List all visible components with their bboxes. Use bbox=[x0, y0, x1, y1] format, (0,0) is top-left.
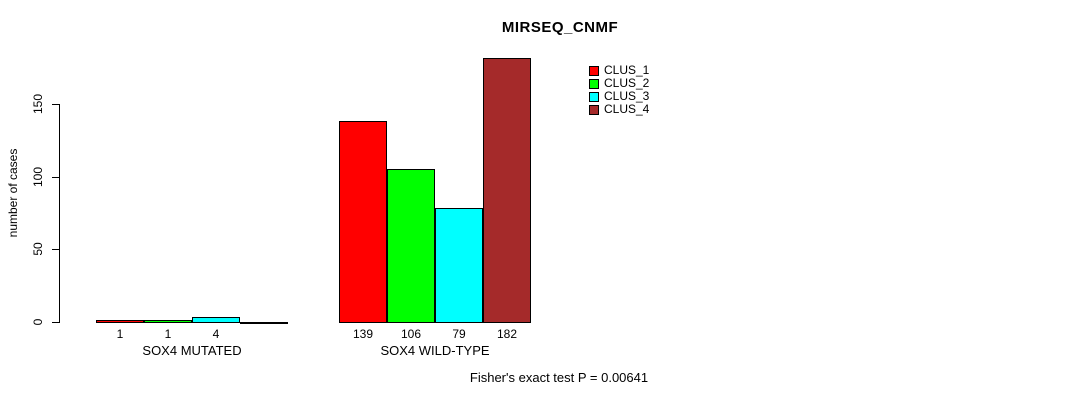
legend: CLUS_1 CLUS_2 CLUS_3 CLUS_4 bbox=[589, 63, 650, 116]
bar-clus_4 bbox=[240, 322, 288, 324]
legend-item: CLUS_4 bbox=[589, 102, 650, 116]
bar-value-label: 139 bbox=[352, 327, 374, 341]
y-tick-label: 50 bbox=[31, 242, 45, 256]
legend-swatch-clus_3 bbox=[589, 91, 599, 102]
legend-swatch-clus_1 bbox=[589, 65, 599, 76]
bar-clus_2 bbox=[144, 320, 192, 323]
bar-clus_1 bbox=[96, 320, 144, 323]
legend-label: CLUS_1 bbox=[604, 63, 650, 77]
bar-clus_3 bbox=[192, 317, 240, 323]
bar-clus_4 bbox=[483, 58, 531, 323]
bar-clus_2 bbox=[387, 169, 435, 323]
y-tick-label: 0 bbox=[31, 318, 45, 326]
bar-clus_1 bbox=[339, 121, 387, 323]
bar-value-label: 182 bbox=[496, 327, 518, 341]
y-tick-mark bbox=[52, 104, 59, 105]
y-tick-mark bbox=[52, 249, 59, 250]
y-tick-label: 100 bbox=[31, 166, 45, 188]
legend-item: CLUS_3 bbox=[589, 89, 650, 103]
y-tick-mark bbox=[52, 177, 59, 178]
y-tick-mark bbox=[52, 322, 59, 323]
bar-value-label: 1 bbox=[116, 327, 124, 341]
group-label: SOX4 WILD-TYPE bbox=[380, 343, 490, 358]
chart-title: MIRSEQ_CNMF bbox=[501, 19, 619, 36]
bar-value-label: 1 bbox=[164, 327, 172, 341]
legend-item: CLUS_1 bbox=[589, 63, 650, 77]
legend-label: CLUS_4 bbox=[604, 102, 650, 116]
fisher-test-annotation: Fisher's exact test P = 0.00641 bbox=[469, 370, 649, 385]
bar-value-label: 4 bbox=[212, 327, 220, 341]
legend-item: CLUS_2 bbox=[589, 76, 650, 90]
y-axis-title: number of cases bbox=[6, 148, 20, 238]
legend-swatch-clus_4 bbox=[589, 104, 599, 115]
legend-label: CLUS_2 bbox=[604, 76, 650, 90]
bar-value-label: 106 bbox=[400, 327, 422, 341]
bar-clus_3 bbox=[435, 208, 483, 323]
y-axis-line bbox=[59, 104, 60, 323]
bar-value-label: 79 bbox=[452, 327, 466, 341]
legend-swatch-clus_2 bbox=[589, 78, 599, 89]
y-tick-label: 150 bbox=[31, 93, 45, 115]
group-label: SOX4 MUTATED bbox=[142, 343, 242, 358]
legend-label: CLUS_3 bbox=[604, 89, 650, 103]
